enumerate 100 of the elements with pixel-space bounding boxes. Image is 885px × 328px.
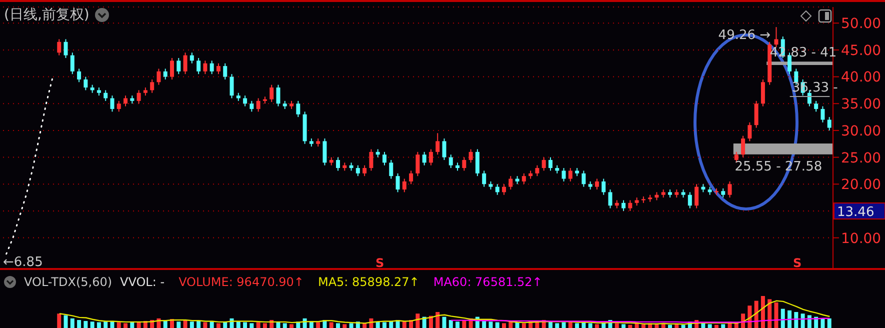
candlestick xyxy=(428,148,433,166)
candlestick xyxy=(70,52,74,75)
bar xyxy=(349,323,354,328)
bar xyxy=(622,324,626,328)
text: MA60: 76581.52↑ xyxy=(433,275,542,289)
candlestick xyxy=(436,132,440,156)
candlestick xyxy=(203,60,208,75)
bar xyxy=(488,322,493,328)
candlestick xyxy=(402,178,406,193)
bar xyxy=(382,322,386,328)
bar xyxy=(77,320,82,328)
candlestick xyxy=(336,156,340,172)
bar xyxy=(57,314,62,328)
bar xyxy=(508,322,513,328)
text: VVOL: - xyxy=(120,275,165,289)
y-tick-label: 50.00 xyxy=(841,16,882,32)
bar xyxy=(820,318,825,328)
candlestick xyxy=(223,62,228,80)
candlestick xyxy=(156,68,161,86)
candlestick xyxy=(468,148,473,164)
bar xyxy=(502,323,506,328)
text: MA5: 85898.27↑ xyxy=(318,275,420,289)
text: 13.46 xyxy=(837,205,874,220)
candlestick xyxy=(416,151,420,177)
bar xyxy=(575,323,580,328)
candlestick xyxy=(362,164,367,177)
candlestick xyxy=(622,200,626,212)
bar xyxy=(681,324,686,328)
candlestick xyxy=(820,106,825,123)
candlestick xyxy=(84,76,88,91)
bar xyxy=(794,312,798,328)
bar xyxy=(522,323,526,328)
bar xyxy=(342,324,347,328)
bar xyxy=(136,322,141,328)
candlestick xyxy=(814,100,818,112)
bar xyxy=(290,324,294,328)
candlestick xyxy=(602,178,606,196)
candlestick xyxy=(389,159,394,180)
candlestick xyxy=(104,90,108,102)
bar xyxy=(70,318,74,328)
bar xyxy=(402,322,406,328)
candlestick xyxy=(508,176,513,190)
bar xyxy=(760,296,765,328)
bar xyxy=(176,322,181,328)
candlestick xyxy=(356,164,360,177)
candlestick xyxy=(741,135,746,158)
bar xyxy=(668,324,672,328)
candlestick xyxy=(176,57,181,75)
y-tick-label: 10.00 xyxy=(841,230,882,247)
candlestick xyxy=(422,151,426,166)
bar xyxy=(210,322,214,328)
bar xyxy=(336,323,340,328)
bar xyxy=(548,322,552,328)
candlestick xyxy=(409,170,414,185)
bar xyxy=(262,323,267,328)
candlestick xyxy=(542,156,546,172)
candlestick xyxy=(475,148,480,177)
bar xyxy=(714,324,718,328)
candlestick xyxy=(256,98,260,112)
candlestick xyxy=(196,57,201,75)
candlestick xyxy=(482,170,486,188)
bar xyxy=(708,324,712,328)
bar xyxy=(236,322,240,328)
candlestick xyxy=(369,148,374,172)
chart-title: (日线,前复权) xyxy=(4,6,90,24)
bar xyxy=(495,322,500,328)
bar xyxy=(116,322,121,328)
y-tick-label: 30.00 xyxy=(841,123,882,140)
y-tick-label: 45.00 xyxy=(841,42,882,59)
candlestick xyxy=(230,74,234,99)
candlestick xyxy=(396,172,400,193)
bar xyxy=(594,324,599,328)
annotation: ←6.85 xyxy=(3,254,43,270)
bar xyxy=(721,324,726,328)
bar xyxy=(90,322,94,328)
candlestick xyxy=(210,60,214,75)
annotation: S xyxy=(792,256,802,270)
candlestick xyxy=(163,68,168,80)
y-tick-label: 40.00 xyxy=(841,70,882,86)
candlestick xyxy=(502,184,506,196)
bar xyxy=(329,322,334,328)
candlestick xyxy=(594,178,599,190)
bar xyxy=(827,318,832,328)
candlestick xyxy=(170,57,174,80)
candlestick xyxy=(270,84,274,102)
candlestick xyxy=(562,168,566,182)
candlestick xyxy=(462,156,466,172)
candlestick xyxy=(522,172,526,185)
bar xyxy=(64,315,68,328)
candlestick xyxy=(64,38,68,58)
candlestick xyxy=(243,95,248,107)
text: VOLUME: 96470.90↑ xyxy=(178,275,304,289)
candlestick xyxy=(754,100,758,128)
candlestick xyxy=(150,78,154,94)
candlestick xyxy=(183,52,188,75)
bar xyxy=(163,320,168,328)
candlestick xyxy=(568,168,572,182)
y-tick-label: 20.00 xyxy=(841,177,882,194)
candlestick xyxy=(77,68,82,83)
candlestick xyxy=(728,180,732,198)
